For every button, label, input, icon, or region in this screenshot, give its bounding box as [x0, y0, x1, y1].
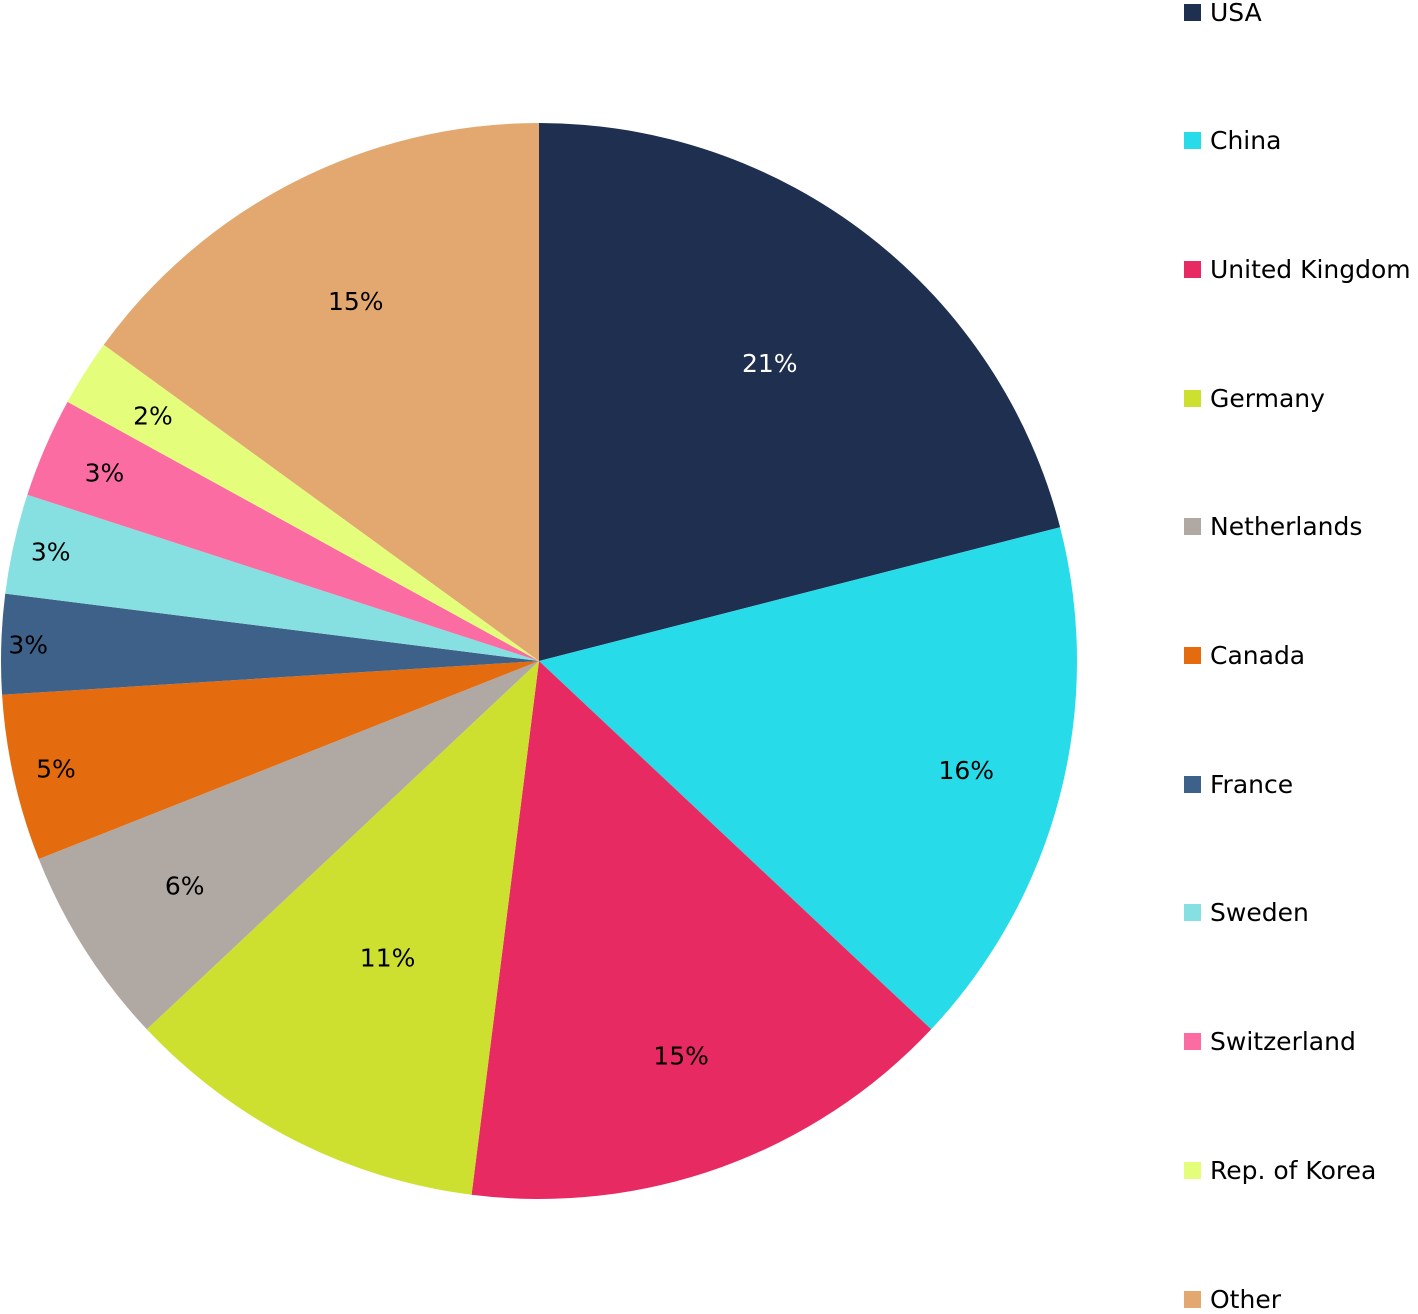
legend-item-other: Other	[1184, 1284, 1281, 1314]
pie-slice-sweden	[5, 494, 540, 661]
pie-slice-label-other: 15%	[328, 287, 384, 316]
pie-slice-switzerland	[27, 401, 540, 661]
legend-label: Canada	[1210, 641, 1306, 670]
legend-item-sweden: Sweden	[1184, 898, 1309, 928]
legend-label: Germany	[1210, 383, 1325, 413]
pie-slice-united-kingdom	[471, 661, 932, 1200]
pie-slice-label-netherlands: 6%	[165, 871, 205, 900]
pie-slice-label-rep-of-korea: 2%	[133, 402, 173, 431]
pie-slice-usa	[539, 123, 1061, 661]
legend-swatch	[1184, 132, 1201, 150]
pie-slice-france	[0, 593, 540, 695]
pie-slice-label-usa: 21%	[742, 349, 798, 378]
legend-label: France	[1210, 769, 1294, 799]
pie-slice-china	[539, 527, 1078, 1030]
legend-label: United Kingdom	[1210, 254, 1411, 284]
legend-swatch	[1184, 518, 1201, 536]
pie-slice-other	[103, 123, 539, 661]
legend-label: Other	[1210, 1284, 1281, 1314]
pie-slice-germany	[146, 661, 539, 1195]
legend-swatch	[1184, 1033, 1201, 1051]
legend-label: Netherlands	[1210, 512, 1363, 542]
legend-swatch	[1184, 904, 1201, 922]
pie-slice-canada	[2, 661, 540, 860]
pie-slice-netherlands	[38, 661, 539, 1030]
legend-item-united-kingdom: United Kingdom	[1184, 254, 1411, 284]
legend-item-switzerland: Switzerland	[1184, 1027, 1356, 1057]
legend-item-germany: Germany	[1184, 383, 1325, 413]
pie-slice-label-france: 3%	[8, 630, 48, 659]
pie-slice-rep-of-korea	[67, 344, 540, 661]
pie-slice-labels: 21% 16% 15% 11% 6% 5% 3% 3% 3% 2% 15%	[8, 287, 994, 1070]
legend-item-netherlands: Netherlands	[1184, 512, 1362, 542]
legend-item-china: China	[1184, 126, 1281, 156]
pie-slice-label-switzerland: 3%	[85, 459, 125, 488]
legend-swatch	[1184, 647, 1201, 664]
legend-item-usa: USA	[1184, 0, 1262, 27]
pie-slices	[0, 123, 1078, 1200]
legend-item-rep-of-korea: Rep. of Korea	[1184, 1155, 1376, 1185]
legend-swatch	[1184, 3, 1201, 21]
legend-swatch	[1184, 1161, 1201, 1179]
legend-swatch	[1184, 775, 1201, 793]
legend-item-france: France	[1184, 769, 1293, 799]
pie-slice-label-china: 16%	[939, 756, 995, 785]
legend-label: Sweden	[1210, 898, 1309, 928]
legend-label: Switzerland	[1210, 1027, 1356, 1057]
pie-slice-label-united-kingdom: 15%	[653, 1041, 709, 1070]
legend-item-canada: Canada	[1184, 641, 1305, 671]
legend-label: China	[1210, 126, 1282, 156]
legend-swatch	[1184, 389, 1201, 407]
chart-legend: USA China United Kingdom Germany Netherlands…	[1184, 0, 1418, 1314]
legend-label: Rep. of Korea	[1210, 1155, 1377, 1185]
legend-swatch	[1184, 1290, 1201, 1308]
pie-slice-label-germany: 11%	[360, 944, 416, 973]
legend-swatch	[1184, 260, 1201, 278]
legend-label: USA	[1210, 0, 1262, 27]
pie-slice-label-sweden: 3%	[31, 537, 71, 566]
pie-slice-label-canada: 5%	[36, 755, 76, 784]
